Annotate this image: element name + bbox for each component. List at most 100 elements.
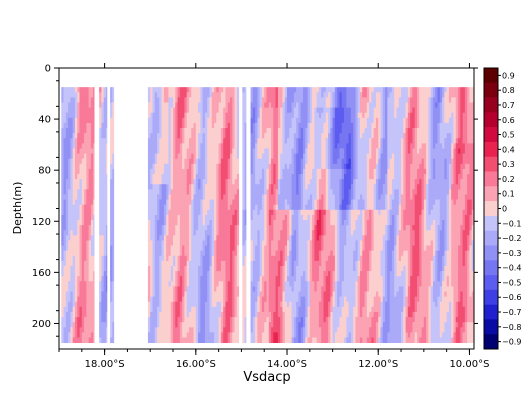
heatmap-cell <box>84 230 87 236</box>
heatmap-cell <box>195 122 199 129</box>
heatmap-cell <box>223 204 226 211</box>
heatmap-cell <box>218 204 222 211</box>
heatmap-cell <box>99 214 102 221</box>
heatmap-cell <box>268 179 272 185</box>
heatmap-cell <box>195 204 199 211</box>
heatmap-cell <box>202 301 206 308</box>
heatmap-cell <box>259 168 263 175</box>
heatmap-cell <box>232 102 235 108</box>
heatmap-cell <box>157 214 160 221</box>
heatmap-cell <box>101 255 105 262</box>
heatmap-cell <box>63 179 67 185</box>
heatmap-cell <box>271 107 274 114</box>
heatmap-cell <box>163 168 167 175</box>
heatmap-cell <box>318 189 322 195</box>
heatmap-cell <box>289 265 292 272</box>
heatmap-cell <box>159 199 163 206</box>
heatmap-cell <box>266 265 270 272</box>
heatmap-cell <box>166 311 169 318</box>
heatmap-cell <box>90 128 94 134</box>
heatmap-cell <box>259 194 263 200</box>
heatmap-cell <box>81 311 85 318</box>
heatmap-cell <box>255 322 258 328</box>
heatmap-cell <box>271 174 274 180</box>
heatmap-cell <box>257 184 261 190</box>
heatmap-cell <box>300 179 304 185</box>
heatmap-cell <box>218 250 222 257</box>
heatmap-cell <box>266 296 270 303</box>
heatmap-cell <box>266 87 270 93</box>
heatmap-cell <box>323 209 327 216</box>
heatmap-cell <box>179 174 183 180</box>
heatmap-cell <box>188 291 192 298</box>
heatmap-cell <box>291 92 295 98</box>
heatmap-cell <box>154 204 158 211</box>
heatmap-cell <box>152 311 156 318</box>
heatmap-cell <box>81 250 85 257</box>
heatmap-cell <box>159 235 163 241</box>
heatmap-cell <box>211 260 215 267</box>
heatmap-cell <box>99 128 102 134</box>
heatmap-cell <box>298 117 302 124</box>
heatmap-cell <box>277 281 281 287</box>
heatmap-cell <box>198 301 201 308</box>
heatmap-cell <box>323 255 327 262</box>
heatmap-cell <box>88 143 92 149</box>
heatmap-cell <box>204 291 208 298</box>
heatmap-cell <box>289 276 292 282</box>
heatmap-cell <box>77 260 80 267</box>
heatmap-cell <box>88 189 92 195</box>
heatmap-cell <box>268 107 272 114</box>
heatmap-cell <box>166 260 169 267</box>
heatmap-cell <box>236 133 240 139</box>
heatmap-cell <box>302 291 306 298</box>
heatmap-cell <box>232 107 235 114</box>
heatmap-cell <box>305 265 308 272</box>
heatmap-cell <box>332 255 336 262</box>
heatmap-cell <box>268 128 272 134</box>
heatmap-cell <box>314 225 318 231</box>
heatmap-cell <box>175 220 178 226</box>
heatmap-cell <box>330 214 334 221</box>
heatmap-cell <box>93 332 95 338</box>
heatmap-cell <box>280 209 283 216</box>
heatmap-cell <box>275 138 279 144</box>
heatmap-cell <box>72 143 76 149</box>
heatmap-cell <box>211 174 215 180</box>
heatmap-cell <box>166 158 169 165</box>
heatmap-cell <box>90 138 94 144</box>
heatmap-cell <box>273 133 277 139</box>
heatmap-cell <box>195 286 199 292</box>
heatmap-cell <box>68 214 71 221</box>
heatmap-cell <box>266 168 270 175</box>
heatmap-cell <box>90 271 94 277</box>
heatmap-cell <box>103 214 107 221</box>
heatmap-cell <box>227 194 231 200</box>
heatmap-cell <box>90 158 94 165</box>
heatmap-cell <box>234 97 238 103</box>
heatmap-cell <box>68 220 71 226</box>
heatmap-cell <box>252 235 256 241</box>
heatmap-cell <box>204 276 208 282</box>
heatmap-cell <box>268 209 272 216</box>
heatmap-cell <box>266 271 270 277</box>
heatmap-cell <box>84 337 87 344</box>
heatmap-cell <box>218 337 222 344</box>
heatmap-cell <box>242 337 246 344</box>
heatmap-cell <box>81 184 85 190</box>
heatmap-cell <box>223 102 226 108</box>
heatmap-cell <box>296 168 299 175</box>
heatmap-cell <box>302 255 306 262</box>
heatmap-cell <box>79 250 83 257</box>
heatmap-cell <box>242 199 246 206</box>
heatmap-cell <box>173 337 176 344</box>
heatmap-cell <box>209 194 213 200</box>
heatmap-cell <box>287 97 290 103</box>
heatmap-cell <box>166 92 169 98</box>
heatmap-cell <box>289 148 292 154</box>
heatmap-cell <box>227 199 231 206</box>
heatmap-cell <box>173 235 176 241</box>
heatmap-cell <box>188 271 192 277</box>
heatmap-cell <box>223 133 226 139</box>
heatmap-cell <box>316 97 320 103</box>
